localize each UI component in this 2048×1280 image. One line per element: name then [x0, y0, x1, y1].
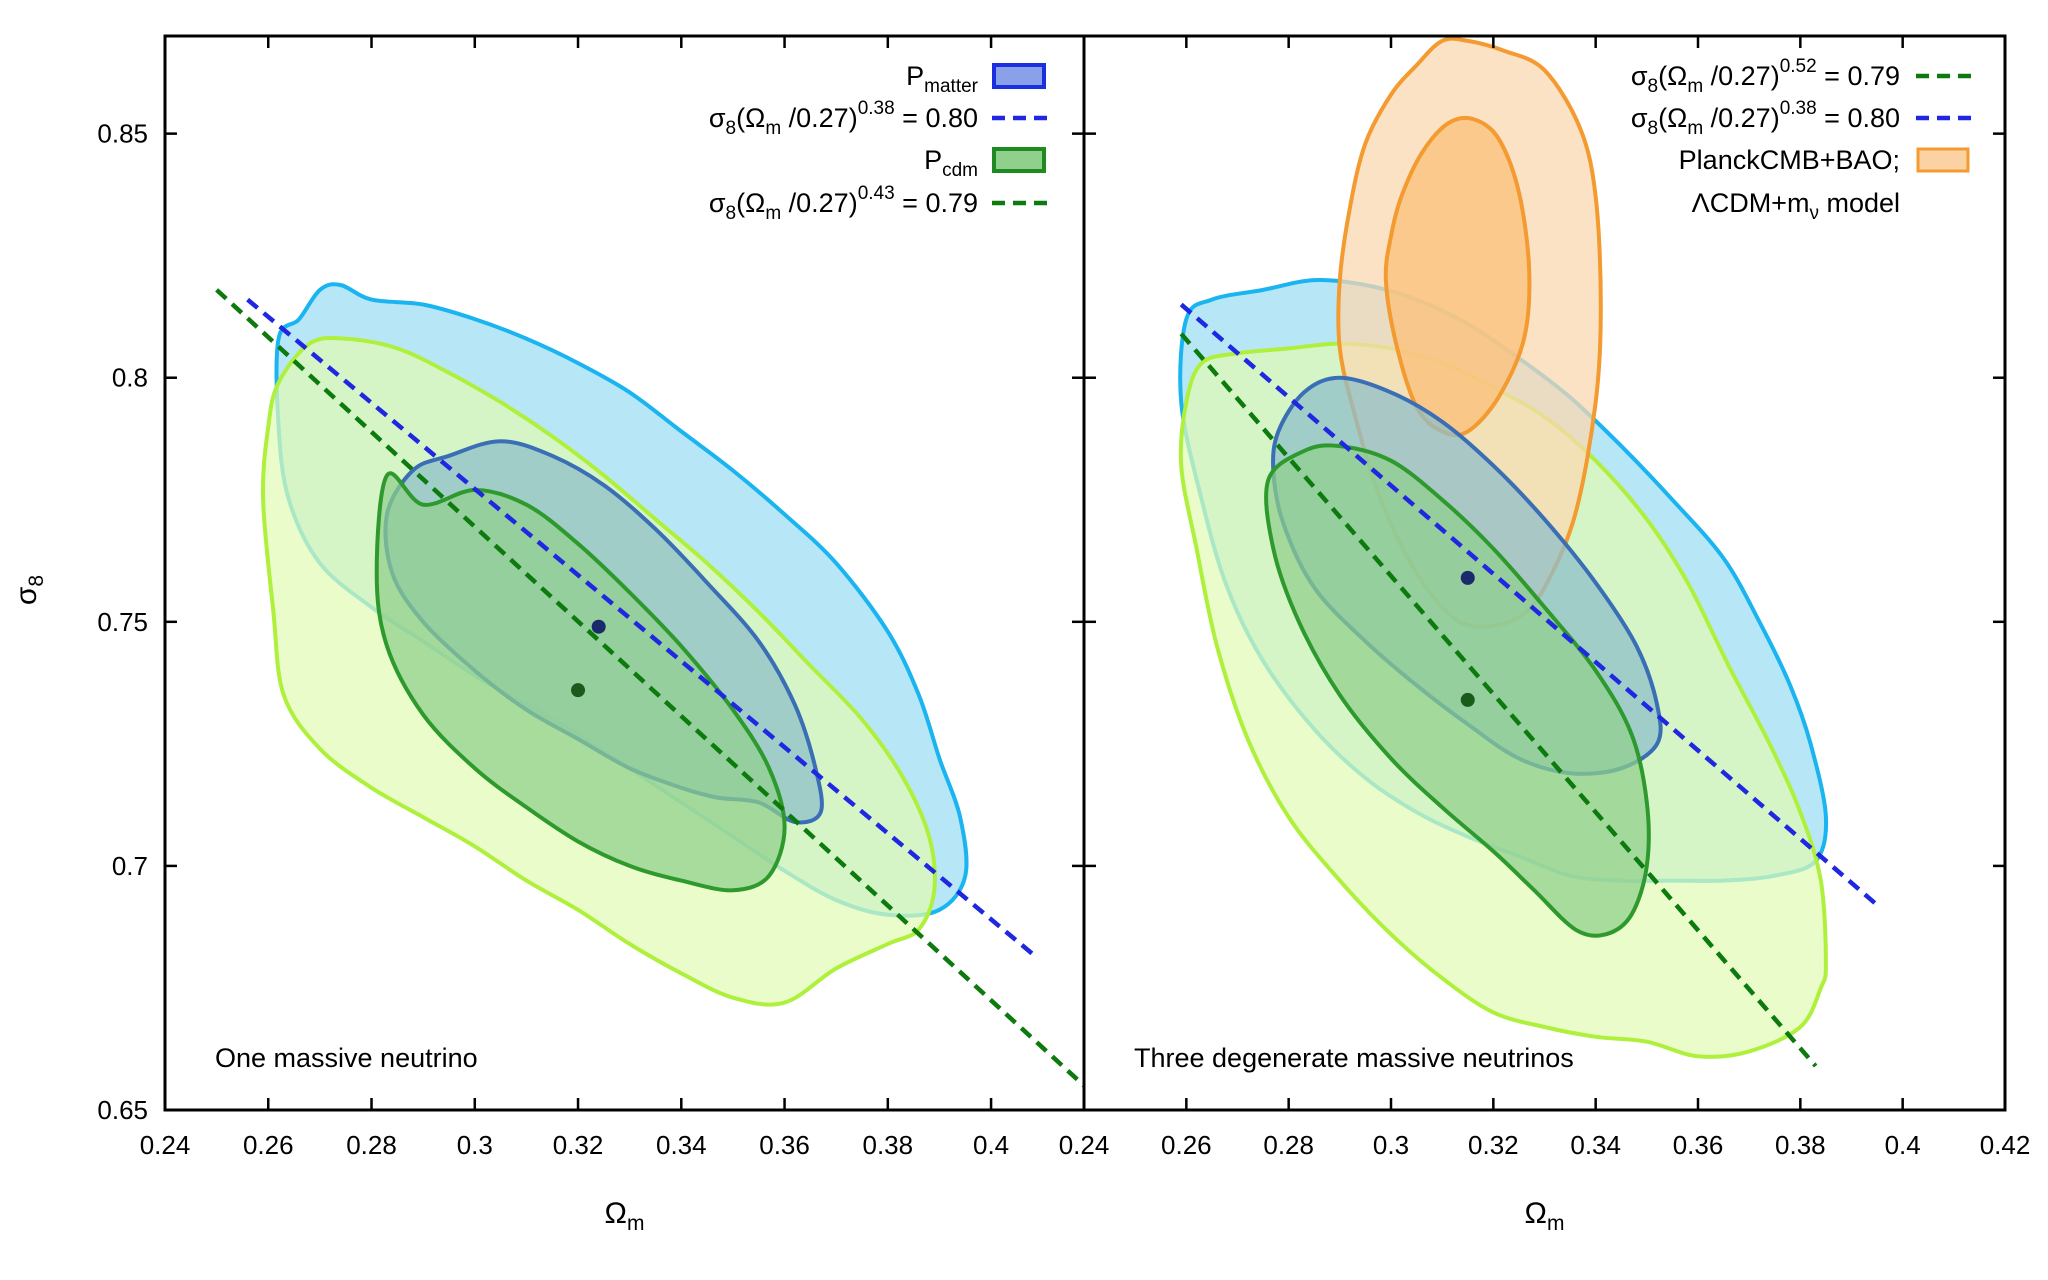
legend-label: Pmatter [906, 61, 979, 97]
contour-p-cdm-68 [374, 471, 787, 893]
best-fit-point-matter [1460, 570, 1475, 585]
left-panel: One massive neutrino [215, 282, 1084, 1088]
x-tick-label: 0.38 [1775, 1130, 1826, 1160]
x-tick-label: 0.3 [457, 1130, 493, 1160]
legend-label: PlanckCMB+BAO; [1679, 145, 1900, 175]
y-tick-label: 0.85 [97, 119, 148, 149]
contour-p-cdm-68 [1264, 443, 1651, 938]
best-fit-point-cdm [1460, 692, 1475, 707]
contour-planck-68 [1383, 115, 1532, 438]
x-tick-label: 0.24 [1059, 1130, 1110, 1160]
legend-label: ΛCDM+mν model [1692, 188, 1900, 224]
right-panel: Three degenerate massive neutrinos [1134, 36, 1879, 1073]
x-tick-label: 0.34 [656, 1130, 707, 1160]
panel-title: One massive neutrino [215, 1043, 478, 1073]
x-tick-label: 0.36 [759, 1130, 810, 1160]
x-tick-label: 0.36 [1673, 1130, 1724, 1160]
x-axis-title: Ωm [605, 1197, 645, 1235]
legend-label: Pcdm [924, 145, 978, 181]
plot-frame [1082, 34, 2007, 1112]
legend-box-swatch [992, 147, 1046, 173]
fit-line-green [1179, 332, 1818, 1068]
legend-label: σ8(Ωm /0.27)0.38 = 0.80 [709, 98, 978, 139]
x-tick-label: 0.34 [1570, 1130, 1621, 1160]
x-tick-label: 0.3 [1373, 1130, 1409, 1160]
x-tick-label: 0.42 [1980, 1130, 2031, 1160]
x-tick-label: 0.28 [346, 1130, 397, 1160]
legend-box-swatch [992, 63, 1046, 89]
y-tick-label: 0.65 [97, 1095, 148, 1125]
x-tick-label: 0.4 [973, 1130, 1009, 1160]
x-tick-label: 0.4 [1885, 1130, 1921, 1160]
fit-line-green [215, 288, 1084, 1088]
fit-line-blue [1179, 302, 1879, 907]
legend-label: σ8(Ωm /0.27)0.38 = 0.80 [1631, 98, 1900, 139]
axes-frame [163, 34, 2007, 1112]
legend-label: σ8(Ωm /0.27)0.43 = 0.79 [709, 183, 978, 224]
x-axis-title: Ωm [1525, 1197, 1565, 1235]
x-tick-label: 0.26 [1161, 1130, 1212, 1160]
y-tick-label: 0.75 [97, 607, 148, 637]
y-tick-label: 0.7 [112, 851, 148, 881]
panel-title: Three degenerate massive neutrinos [1134, 1043, 1574, 1073]
best-fit-point-cdm [571, 683, 586, 698]
x-tick-label: 0.26 [243, 1130, 294, 1160]
x-tick-label: 0.28 [1263, 1130, 1314, 1160]
x-tick-label: 0.24 [140, 1130, 191, 1160]
fit-line-blue [246, 297, 1034, 956]
x-tick-label: 0.32 [553, 1130, 604, 1160]
legend-label: σ8(Ωm /0.27)0.52 = 0.79 [1631, 56, 1900, 97]
legend-box-swatch [1916, 147, 1970, 173]
x-tick-label: 0.38 [863, 1130, 914, 1160]
y-tick-label: 0.8 [112, 363, 148, 393]
y-axis-title: σ8 [10, 575, 48, 605]
best-fit-point-matter [591, 619, 606, 634]
x-tick-label: 0.32 [1468, 1130, 1519, 1160]
